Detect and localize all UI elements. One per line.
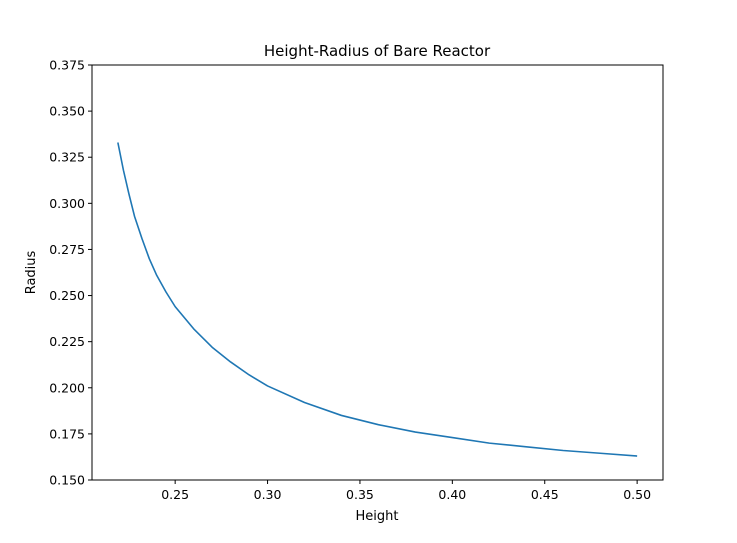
x-tick-label: 0.35: [346, 487, 374, 502]
y-tick-label: 0.225: [49, 334, 85, 349]
x-tick-label: 0.40: [438, 487, 466, 502]
y-tick-label: 0.375: [49, 58, 85, 73]
x-tick-label: 0.30: [254, 487, 282, 502]
y-tick-label: 0.325: [49, 150, 85, 165]
y-tick-label: 0.175: [49, 426, 85, 441]
y-tick-label: 0.250: [49, 288, 85, 303]
x-axis-label: Height: [356, 509, 399, 524]
series-layer: [117, 142, 638, 457]
y-tick-label: 0.200: [49, 380, 85, 395]
y-tick-label: 0.350: [49, 104, 85, 119]
plot-frame: [91, 64, 664, 481]
y-tick-label: 0.150: [49, 473, 85, 488]
y-axis-ticks: 0.150 0.175 0.200 0.225 0.250 0.275 0.300 0.325…: [49, 58, 92, 488]
x-tick-label: 0.50: [623, 487, 651, 502]
y-tick-label: 0.300: [49, 196, 85, 211]
x-axis-ticks: 0.25 0.30 0.35 0.40 0.45 0.50: [161, 480, 651, 502]
y-axis-label: Radius: [24, 250, 39, 294]
x-tick-label: 0.25: [161, 487, 189, 502]
series-line: [117, 142, 638, 457]
chart-title: Height-Radius of Bare Reactor: [264, 42, 491, 60]
x-tick-label: 0.45: [531, 487, 559, 502]
y-tick-label: 0.275: [49, 242, 85, 257]
